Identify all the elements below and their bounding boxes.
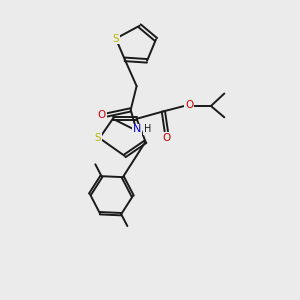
Text: N: N — [132, 124, 141, 134]
Text: O: O — [162, 133, 170, 143]
Text: S: S — [112, 34, 119, 44]
Text: O: O — [98, 110, 106, 120]
Text: O: O — [185, 100, 194, 110]
Text: S: S — [95, 133, 101, 143]
Text: H: H — [144, 124, 152, 134]
